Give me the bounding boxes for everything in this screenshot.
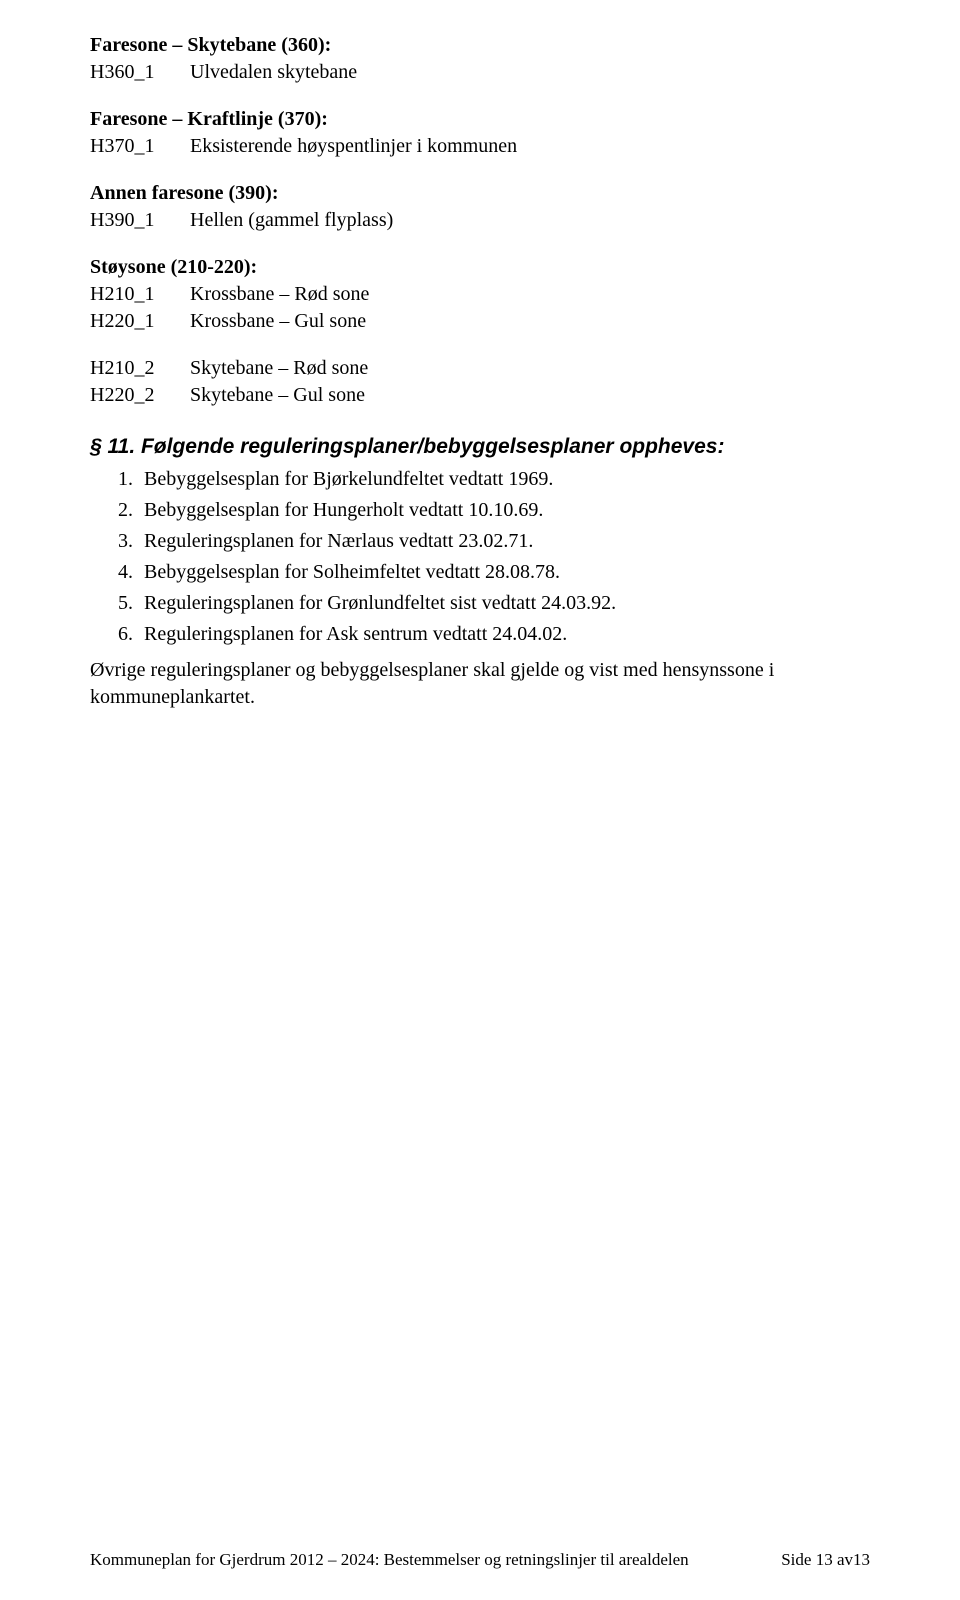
para11-item-2: Bebyggelsesplan for Hungerholt vedtatt 1… xyxy=(138,496,870,525)
faresone-kraftlinje-row-0: H370_1 Eksisterende høyspentlinjer i kom… xyxy=(90,133,870,160)
spacer xyxy=(90,335,870,355)
faresone-kraftlinje-title: Faresone – Kraftlinje (370): xyxy=(90,106,870,133)
para11-item-4: Bebyggelsesplan for Solheimfeltet vedtat… xyxy=(138,558,870,587)
row-value: Hellen (gammel flyplass) xyxy=(190,207,870,234)
stoysone-row-0-1: H220_1 Krossbane – Gul sone xyxy=(90,308,870,335)
stoysone-row-1-0: H210_2 Skytebane – Rød sone xyxy=(90,355,870,382)
row-key: H220_1 xyxy=(90,308,190,335)
footer-right: Side 13 av13 xyxy=(781,1550,870,1570)
faresone-skytebane-row-0: H360_1 Ulvedalen skytebane xyxy=(90,59,870,86)
faresone-skytebane-title: Faresone – Skytebane (360): xyxy=(90,32,870,59)
row-key: H220_2 xyxy=(90,382,190,409)
faresone-skytebane-block: Faresone – Skytebane (360): H360_1 Ulved… xyxy=(90,32,870,86)
row-value: Skytebane – Gul sone xyxy=(190,382,870,409)
para11-item-1: Bebyggelsesplan for Bjørkelundfeltet ved… xyxy=(138,465,870,494)
para11-item-6: Reguleringsplanen for Ask sentrum vedtat… xyxy=(138,620,870,649)
row-key: H370_1 xyxy=(90,133,190,160)
row-value: Krossbane – Rød sone xyxy=(190,281,870,308)
para11-heading: § 11. Følgende reguleringsplaner/bebygge… xyxy=(90,435,870,459)
stoysone-block: Støysone (210-220): H210_1 Krossbane – R… xyxy=(90,254,870,409)
footer-left: Kommuneplan for Gjerdrum 2012 – 2024: Be… xyxy=(90,1550,689,1570)
annen-faresone-block: Annen faresone (390): H390_1 Hellen (gam… xyxy=(90,180,870,234)
faresone-kraftlinje-block: Faresone – Kraftlinje (370): H370_1 Eksi… xyxy=(90,106,870,160)
stoysone-row-1-1: H220_2 Skytebane – Gul sone xyxy=(90,382,870,409)
page-footer: Kommuneplan for Gjerdrum 2012 – 2024: Be… xyxy=(90,1550,870,1570)
row-value: Eksisterende høyspentlinjer i kommunen xyxy=(190,133,870,160)
para11-trailing: Øvrige reguleringsplaner og bebyggelsesp… xyxy=(90,657,870,711)
row-value: Krossbane – Gul sone xyxy=(190,308,870,335)
row-key: H210_1 xyxy=(90,281,190,308)
row-key: H390_1 xyxy=(90,207,190,234)
para11-item-5: Reguleringsplanen for Grønlundfeltet sis… xyxy=(138,589,870,618)
stoysone-row-0-0: H210_1 Krossbane – Rød sone xyxy=(90,281,870,308)
row-key: H210_2 xyxy=(90,355,190,382)
row-key: H360_1 xyxy=(90,59,190,86)
para11-item-3: Reguleringsplanen for Nærlaus vedtatt 23… xyxy=(138,527,870,556)
para11-list: Bebyggelsesplan for Bjørkelundfeltet ved… xyxy=(90,465,870,649)
row-value: Ulvedalen skytebane xyxy=(190,59,870,86)
annen-faresone-title: Annen faresone (390): xyxy=(90,180,870,207)
annen-faresone-row-0: H390_1 Hellen (gammel flyplass) xyxy=(90,207,870,234)
stoysone-title: Støysone (210-220): xyxy=(90,254,870,281)
row-value: Skytebane – Rød sone xyxy=(190,355,870,382)
